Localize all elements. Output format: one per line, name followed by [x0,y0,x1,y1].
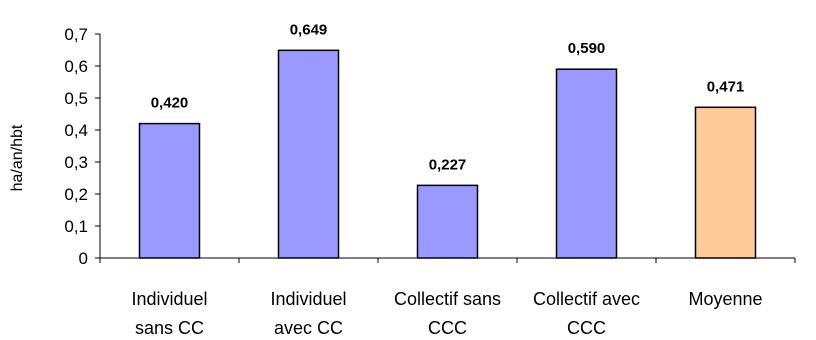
x-category-label: Individuel avec CC [270,289,346,338]
y-tick-label: 0,5 [64,89,88,108]
y-tick-label: 0,7 [64,25,88,44]
bar-value-label: 0,420 [151,95,189,112]
y-axis-ticks: 0 0,1 0,2 0,3 0,4 0,5 0,6 0,7 [64,25,100,268]
bar [416,184,479,259]
x-category-label: Moyenne [688,289,762,309]
bar [277,49,340,259]
bars: 0,420 0,649 0,227 0,590 0,471 [138,21,757,259]
y-tick-label: 0,6 [64,57,88,76]
y-tick-label: 0,3 [64,153,88,172]
y-tick-label: 0,2 [64,185,88,204]
bar [555,68,618,259]
x-category-label: Individuel sans CC [131,289,207,338]
x-axis-labels: Individuel sans CC Individuel avec CC Collec… [99,258,796,338]
x-category-label: Collectif avec CCC [533,289,640,338]
x-category-label: Collectif sans CCC [394,289,501,338]
y-tick-label: 0,1 [64,217,88,236]
y-axis-title: ha/an/hbt [9,124,26,191]
y-tick-label: 0 [79,249,88,268]
y-tick-label: 0,4 [64,121,88,140]
bar-value-label: 0,471 [707,78,745,95]
bar-value-label: 0,227 [429,156,467,173]
bar-value-label: 0,590 [568,40,606,57]
bar-value-label: 0,649 [290,21,328,38]
bar [138,122,201,259]
bar [694,106,757,259]
